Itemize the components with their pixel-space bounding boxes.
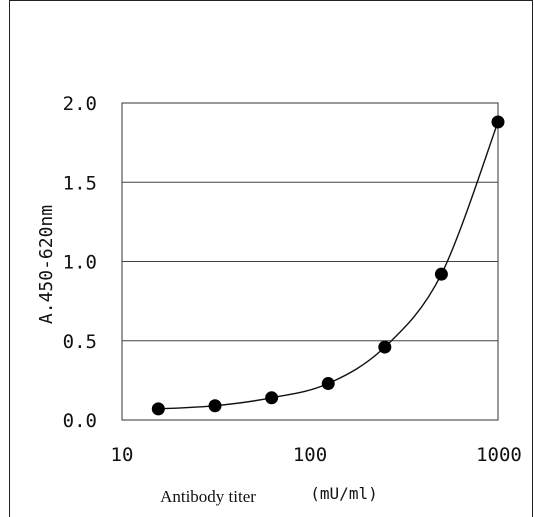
- x-tick-label-1: 100: [293, 444, 327, 466]
- plot-area: [121, 102, 499, 421]
- data-point-4: [378, 340, 392, 354]
- x-tick-label-0: 10: [111, 444, 134, 466]
- y-tick-label-0: 0.0: [63, 410, 97, 432]
- y-tick-label-2: 1.0: [63, 252, 97, 274]
- data-point-5: [434, 267, 448, 281]
- x-axis-unit: (mU/ml): [310, 484, 377, 503]
- x-tick-labels: 10 100 1000: [111, 444, 522, 466]
- series-curve: [158, 121, 499, 410]
- grid-lines: [122, 102, 498, 421]
- x-tick-label-2: 1000: [476, 444, 522, 466]
- y-axis-label: A.450-620nm: [36, 205, 57, 324]
- series-points: [151, 115, 505, 416]
- y-tick-label-3: 1.5: [63, 172, 97, 194]
- figure-frame: [9, 0, 533, 517]
- x-axis-label: Antibody titer: [160, 487, 256, 506]
- data-point-1: [208, 399, 222, 413]
- data-point-0: [151, 402, 165, 416]
- data-point-3: [321, 377, 335, 391]
- y-tick-label-4: 2.0: [63, 93, 97, 115]
- y-tick-labels: 0.0 0.5 1.0 1.5 2.0: [63, 93, 97, 432]
- data-point-6: [491, 115, 505, 129]
- data-point-2: [265, 391, 279, 405]
- y-tick-label-1: 0.5: [63, 331, 97, 353]
